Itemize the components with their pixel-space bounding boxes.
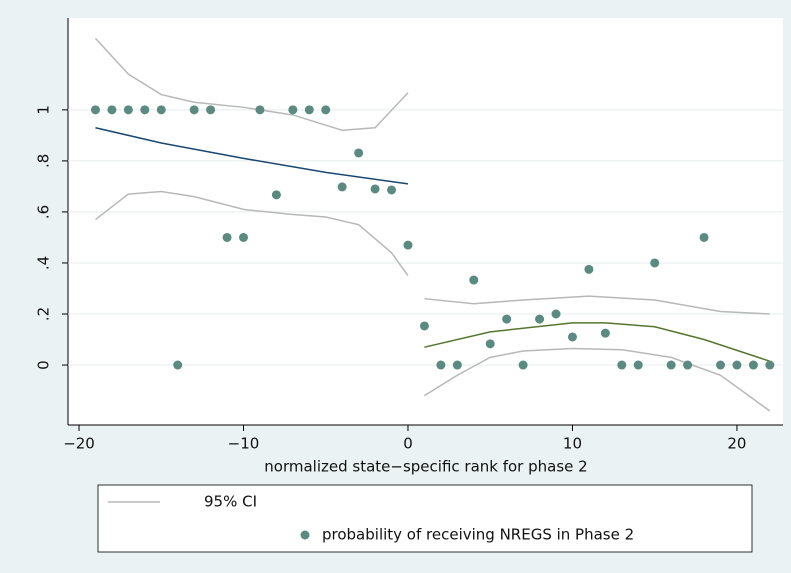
- point: [485, 339, 495, 349]
- point: [551, 309, 561, 319]
- point: [567, 332, 577, 342]
- x-tick-label: −10: [228, 435, 260, 453]
- point: [90, 105, 100, 115]
- line: [424, 295, 770, 315]
- point: [535, 314, 545, 324]
- point: [321, 105, 331, 115]
- point: [715, 360, 725, 370]
- point: [239, 232, 249, 242]
- point: [765, 360, 775, 370]
- point: [584, 264, 594, 274]
- point: [683, 360, 693, 370]
- point: [173, 360, 183, 370]
- point: [403, 240, 413, 250]
- point: [370, 184, 380, 194]
- point: [732, 360, 742, 370]
- y-tick-label: 1: [35, 105, 53, 115]
- point: [452, 360, 462, 370]
- point: [518, 360, 528, 370]
- point: [469, 275, 479, 285]
- line: [94, 37, 409, 132]
- y-tick-label: .6: [35, 205, 53, 219]
- point: [354, 148, 364, 158]
- point: [748, 360, 758, 370]
- y-tick-label: .4: [35, 256, 53, 270]
- x-tick-label: 10: [563, 435, 582, 453]
- point: [666, 360, 676, 370]
- point: [650, 258, 660, 268]
- y-tick-label: .8: [35, 154, 53, 168]
- y-tick-label: 0: [35, 360, 53, 370]
- point: [140, 105, 150, 115]
- point: [107, 105, 117, 115]
- line: [424, 347, 771, 412]
- legend: [97, 484, 753, 553]
- legend-marker: [300, 530, 310, 540]
- point: [288, 105, 298, 115]
- point: [699, 232, 709, 242]
- point: [387, 185, 397, 195]
- point: [419, 321, 429, 331]
- x-tick-label: 0: [403, 435, 413, 453]
- point: [600, 328, 610, 338]
- point: [189, 105, 199, 115]
- point: [436, 360, 446, 370]
- point: [617, 360, 627, 370]
- y-tick-label: .2: [35, 307, 53, 321]
- point: [337, 182, 347, 192]
- point: [304, 105, 314, 115]
- legend-label: 95% CI: [204, 493, 257, 511]
- point: [502, 314, 512, 324]
- plot-area: [68, 18, 783, 425]
- point: [206, 105, 216, 115]
- point: [156, 105, 166, 115]
- point: [123, 105, 133, 115]
- line: [95, 190, 409, 277]
- point: [633, 360, 643, 370]
- line: [95, 126, 409, 185]
- legend-label: probability of receiving NREGS in Phase …: [322, 526, 634, 544]
- line: [424, 322, 771, 362]
- x-tick-label: 20: [727, 435, 746, 453]
- x-tick-label: −20: [63, 435, 95, 453]
- point: [271, 190, 281, 200]
- x-axis-label: normalized state−specific rank for phase…: [264, 458, 587, 476]
- point: [255, 105, 265, 115]
- point: [222, 232, 232, 242]
